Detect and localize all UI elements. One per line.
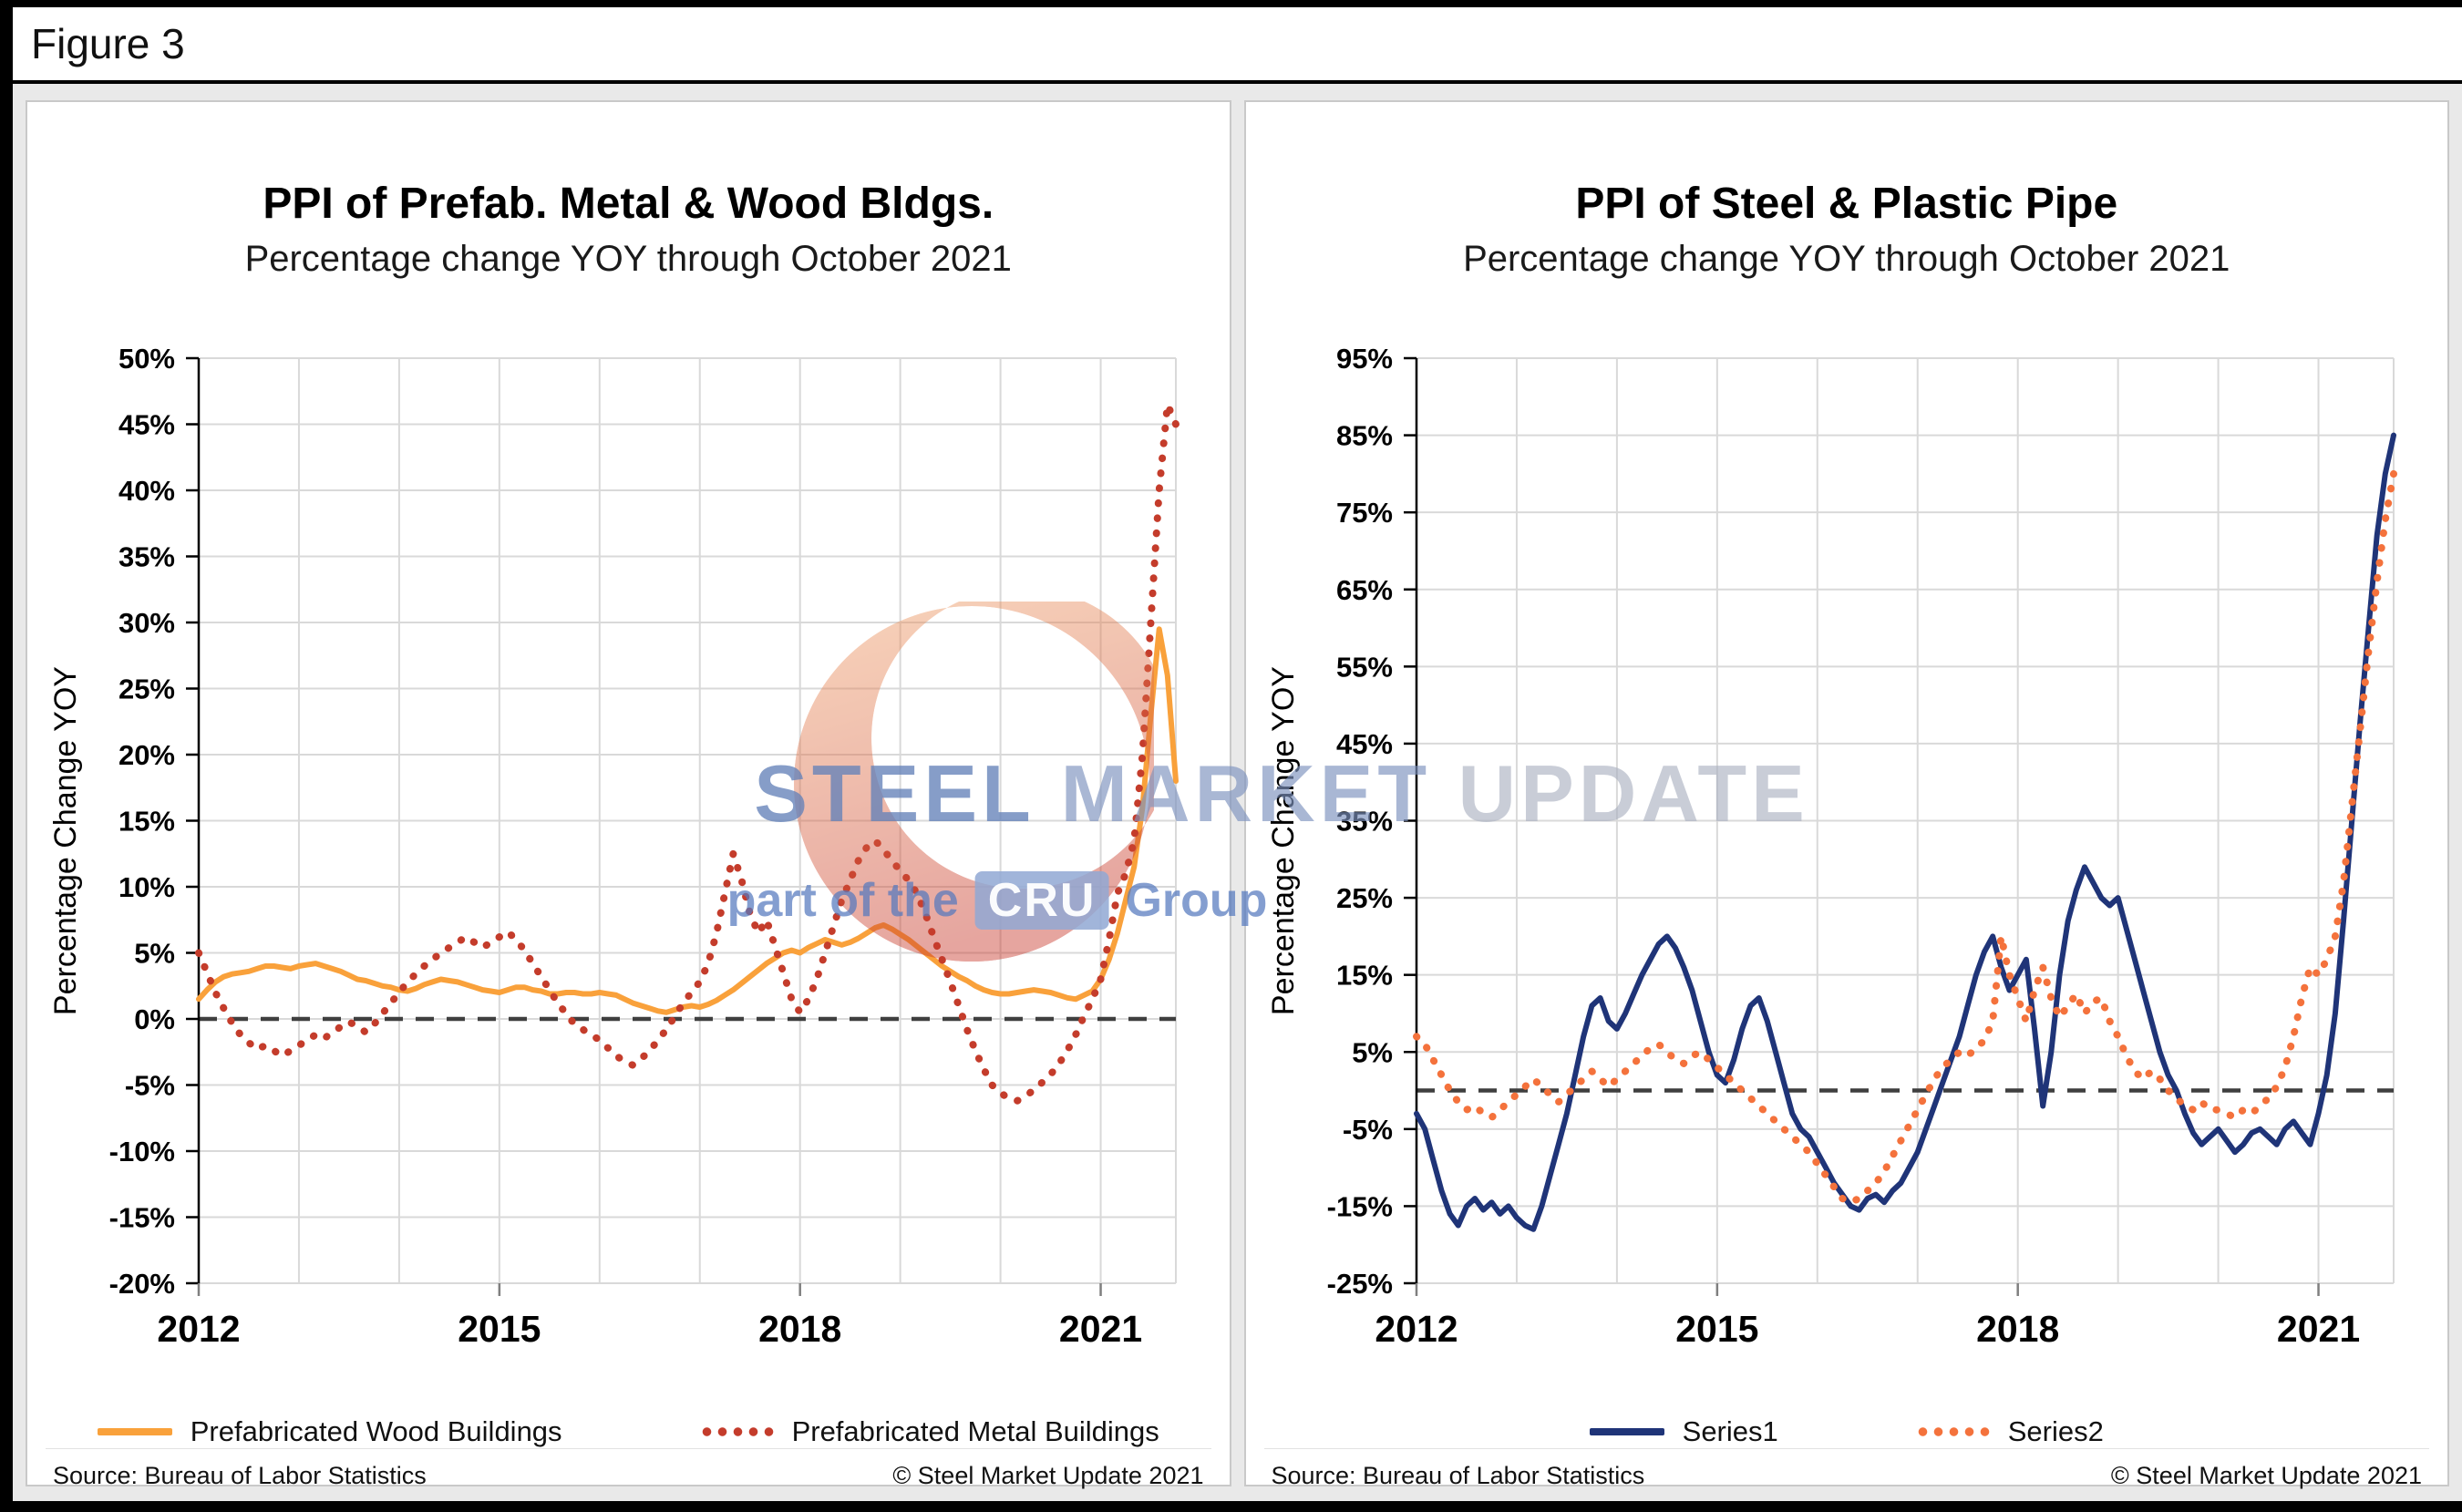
svg-text:-10%: -10% [108,1136,174,1167]
panel-prefab-buildings: PPI of Prefab. Metal & Wood Bldgs. Perce… [26,100,1231,1489]
legend-label-series1: Series1 [1682,1415,1778,1447]
copyright-text-left: © Steel Market Update 2021 [892,1462,1204,1489]
svg-text:0%: 0% [134,1003,175,1035]
svg-text:2018: 2018 [1976,1308,2059,1350]
svg-text:45%: 45% [118,409,175,441]
y-axis-label-right: Percentage Change YOY [1266,666,1302,1016]
panel-steel-plastic-pipe: PPI of Steel & Plastic Pipe Percentage c… [1243,100,2449,1489]
svg-text:30%: 30% [118,607,175,639]
panel-footer-right: Source: Bureau of Labor Statistics © Ste… [1263,1448,2429,1501]
svg-text:50%: 50% [118,343,175,375]
svg-text:95%: 95% [1336,343,1393,375]
legend-left: Prefabricated Wood Buildings Prefabricat… [97,1415,1159,1448]
svg-text:5%: 5% [134,938,175,970]
copyright-text-right: © Steel Market Update 2021 [2110,1462,2422,1489]
chart-subtitle-right: Percentage change YOY through October 20… [1463,239,2230,279]
panels-container: PPI of Prefab. Metal & Wood Bldgs. Perce… [13,84,2462,1497]
svg-text:15%: 15% [118,806,175,838]
figure-header: Figure 3 [13,7,2462,84]
svg-text:-5%: -5% [1343,1114,1393,1146]
legend-item-series2: Series2 [1914,1415,2104,1448]
source-text-right: Source: Bureau of Labor Statistics [1271,1462,1645,1489]
svg-text:20%: 20% [118,739,175,771]
svg-text:2021: 2021 [2277,1308,2360,1350]
panel-footer-left: Source: Bureau of Labor Statistics © Ste… [46,1448,1211,1501]
svg-text:-25%: -25% [1327,1268,1393,1300]
chart-area-right: Percentage Change YOY -25% -15% -5% 5% 15% 25… [1266,303,2426,1379]
svg-text:25%: 25% [118,674,175,705]
svg-text:-5%: -5% [125,1070,175,1102]
svg-text:2015: 2015 [1675,1308,1758,1350]
svg-text:2018: 2018 [758,1308,841,1350]
svg-text:2012: 2012 [1375,1308,1458,1350]
svg-text:-15%: -15% [108,1202,174,1234]
source-text-left: Source: Bureau of Labor Statistics [53,1462,427,1489]
legend-label-series2: Series2 [2007,1415,2104,1447]
svg-text:2012: 2012 [157,1308,240,1350]
svg-text:15%: 15% [1336,960,1393,992]
svg-text:40%: 40% [118,475,175,507]
svg-text:-20%: -20% [108,1268,174,1300]
chart-steel-plastic-pipe: -25% -15% -5% 5% 15% 25% 35% 45% 55% 65% 75% 85% 95%… [1327,343,2398,1350]
svg-text:85%: 85% [1336,420,1393,452]
chart-title-right: PPI of Steel & Plastic Pipe [1575,180,2118,228]
svg-text:55%: 55% [1336,651,1393,683]
figure-label: Figure 3 [31,20,185,67]
legend-swatch-series2-dots [1914,1425,1990,1438]
legend-label-metal: Prefabricated Metal Buildings [791,1415,1159,1447]
svg-text:-15%: -15% [1327,1190,1393,1222]
svg-text:45%: 45% [1336,728,1393,760]
legend-label-wood: Prefabricated Wood Buildings [190,1415,562,1447]
chart-subtitle-left: Percentage change YOY through October 20… [244,239,1012,279]
legend-swatch-wood-line [97,1428,172,1435]
svg-text:65%: 65% [1336,574,1393,606]
legend-item-series1: Series1 [1589,1415,1778,1448]
legend-right: Series1 Series2 [1589,1415,2104,1448]
legend-item-metal: Prefabricated Metal Buildings [698,1415,1159,1448]
svg-text:35%: 35% [1336,806,1393,838]
svg-text:5%: 5% [1352,1036,1393,1068]
svg-text:35%: 35% [118,541,175,573]
legend-swatch-series1-line [1589,1428,1664,1435]
svg-text:10%: 10% [118,871,175,903]
y-axis-label-left: Percentage Change YOY [47,666,83,1016]
chart-prefab-buildings: -20% -15% -10% -5% 0% 5% 10% 15% 20% 25% 30% 35% 40%… [108,343,1179,1350]
chart-area-left: Percentage Change YOY -20% -15% -10% -5% 0% 5… [48,303,1209,1379]
legend-swatch-metal-dots [698,1425,774,1438]
svg-text:25%: 25% [1336,882,1393,914]
svg-text:75%: 75% [1336,497,1393,529]
svg-text:2015: 2015 [458,1308,541,1350]
chart-title-left: PPI of Prefab. Metal & Wood Bldgs. [263,180,994,228]
legend-item-wood: Prefabricated Wood Buildings [97,1415,562,1448]
svg-text:2021: 2021 [1059,1308,1142,1350]
